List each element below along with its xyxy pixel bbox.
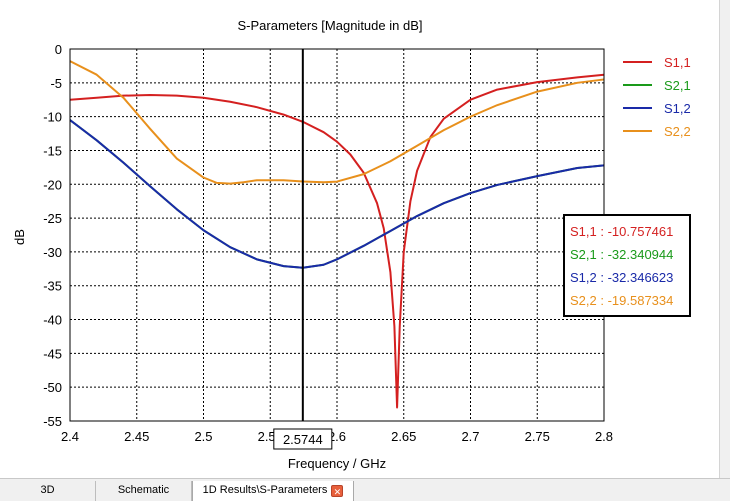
tab-s-parameters[interactable]: 1D Results\S-Parameters ✕: [192, 481, 354, 501]
readout-frame: [563, 214, 691, 317]
legend-label: S1,1: [664, 55, 691, 70]
chart-title: S-Parameters [Magnitude in dB]: [238, 18, 423, 33]
y-tick-label: -10: [43, 110, 62, 125]
tab-schematic[interactable]: Schematic: [96, 481, 192, 501]
readout-line: S1,2 : -32.346623: [570, 270, 673, 285]
y-tick-label: -50: [43, 380, 62, 395]
y-tick-label: -35: [43, 279, 62, 294]
readout-line: S2,2 : -19.587334: [570, 293, 673, 308]
readout-line: S1,1 : -10.757461: [570, 224, 673, 239]
s-parameter-chart: S-Parameters [Magnitude in dB] dB Freque…: [12, 18, 691, 471]
tab-bar: 3D Schematic 1D Results\S-Parameters ✕: [0, 478, 730, 501]
x-tick-label: 2.7: [461, 429, 479, 444]
legend-label: S2,1: [664, 78, 691, 93]
close-icon[interactable]: ✕: [331, 485, 344, 497]
y-tick-label: -55: [43, 414, 62, 429]
marker-readout: S1,1 : -10.757461 S2,1 : -32.340944 S1,2 :…: [563, 214, 691, 317]
y-tick-label: -45: [43, 346, 62, 361]
tab-label: 1D Results\S-Parameters: [202, 484, 328, 496]
x-tick-label: 2.5: [194, 429, 212, 444]
marker-label-box: [273, 428, 333, 450]
series-line-S1-1: [69, 73, 605, 409]
y-tick-label: 0: [55, 42, 62, 57]
series-line-S1-2: [69, 119, 605, 269]
tab-label: Schematic: [117, 484, 170, 496]
y-axis-label: dB: [12, 229, 27, 245]
y-tick-label: -40: [43, 313, 62, 328]
y-tick-label: -5: [50, 76, 62, 91]
legend-label: S1,2: [664, 101, 691, 116]
legend-label: S2,2: [664, 124, 691, 139]
y-tick-label: -25: [43, 211, 62, 226]
tab-3d[interactable]: 3D: [0, 481, 96, 501]
x-tick-label: 2.45: [124, 429, 149, 444]
x-tick-label: 2.8: [595, 429, 613, 444]
y-tick-label: -15: [43, 143, 62, 158]
y-tick-label: -20: [43, 177, 62, 192]
x-tick-label: 2.6: [328, 429, 346, 444]
y-tick-label: -30: [43, 245, 62, 260]
x-tick-label: 2.65: [391, 429, 416, 444]
grid: [70, 49, 604, 421]
readout-line: S2,1 : -32.340944: [570, 247, 673, 262]
vertical-scrollbar[interactable]: [719, 0, 730, 478]
x-tick-label: 2.4: [61, 429, 79, 444]
marker-label: 2.5744: [283, 432, 323, 447]
axis-ticks: 2.4 2.45 2.5 2.55 2.6 2.65 2.7 2.75 2.80-5-10-15…: [43, 42, 613, 444]
legend: S1,1 S2,1 S1,2 S2,2: [623, 55, 691, 139]
x-axis-label: Frequency / GHz: [288, 456, 386, 471]
x-tick-label: 2.75: [525, 429, 550, 444]
tab-label: 3D: [40, 484, 55, 496]
